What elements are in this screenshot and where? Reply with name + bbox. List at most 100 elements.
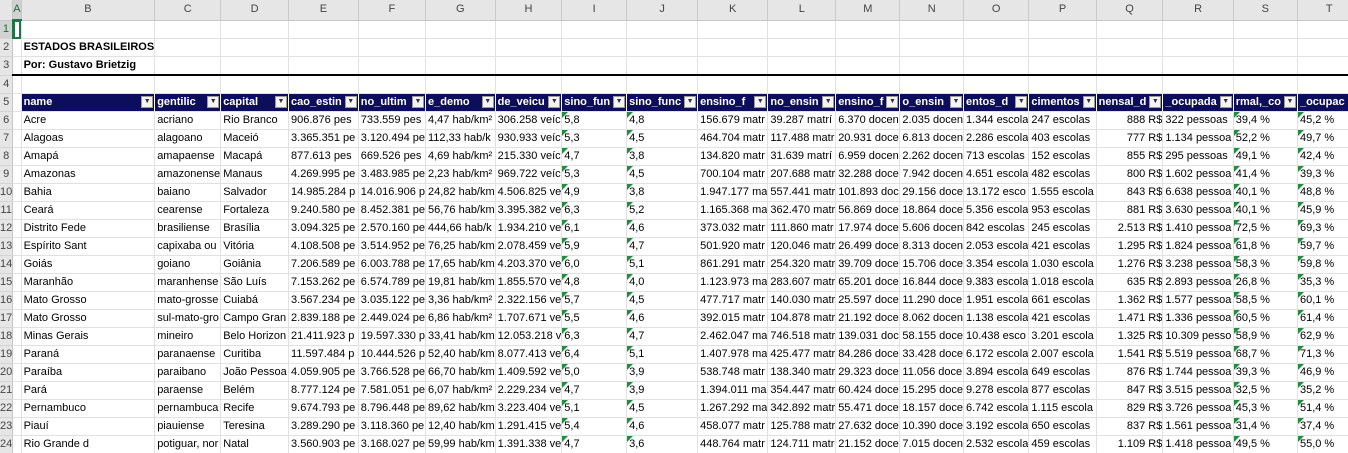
filter-dropdown-icon[interactable]: ▼ (949, 96, 962, 108)
table-cell[interactable]: Pará (21, 381, 156, 400)
table-cell[interactable]: 6.172 escola (963, 345, 1030, 364)
table-cell[interactable]: Vitória (220, 237, 290, 256)
table-cell[interactable]: 4,8 (561, 273, 628, 292)
table-cell[interactable]: 15.295 doce (899, 381, 964, 400)
table-cell[interactable]: 2.322.156 ve (495, 291, 563, 310)
cell[interactable] (12, 273, 22, 292)
table-cell[interactable]: 5.356 escola (963, 201, 1030, 220)
table-cell[interactable]: 5,5 (561, 309, 628, 328)
table-cell[interactable]: alagoano (154, 129, 222, 148)
table-cell[interactable]: Acre (21, 111, 156, 130)
cell[interactable] (963, 56, 1030, 76)
table-cell[interactable]: João Pessoa (220, 363, 290, 382)
table-cell[interactable]: 306.258 veíc (495, 111, 563, 130)
table-cell[interactable]: mineiro (154, 327, 222, 346)
table-cell[interactable]: 19.597.330 p (358, 327, 427, 346)
table-cell[interactable]: 5,1 (561, 399, 628, 418)
cell[interactable] (12, 93, 22, 112)
table-cell[interactable]: 6,07 hab/km² (425, 381, 496, 400)
table-cell[interactable]: 6,3 (561, 327, 628, 346)
table-cell[interactable]: 76,25 hab/km (425, 237, 496, 256)
table-cell[interactable]: Alagoas (21, 129, 156, 148)
table-cell[interactable]: 58,9 % (1233, 327, 1298, 346)
column-header-0[interactable]: name ▼ (21, 93, 156, 112)
table-cell[interactable]: 17,65 hab/km (425, 255, 496, 274)
table-cell[interactable]: 1.418 pessoa (1162, 435, 1234, 453)
column-header-7[interactable]: sino_fun ▼ (561, 93, 628, 112)
table-cell[interactable]: São Luís (220, 273, 290, 292)
table-cell[interactable]: 458.077 matr (697, 417, 769, 436)
cell[interactable] (697, 75, 769, 94)
table-cell[interactable]: 3.238 pessoa (1162, 255, 1234, 274)
table-cell[interactable]: 1.165.368 ma (697, 201, 769, 220)
table-cell[interactable]: 1.555 escola (1028, 183, 1097, 202)
table-cell[interactable]: 1.134 pessoa (1162, 129, 1234, 148)
table-cell[interactable]: 8.777.124 pe (288, 381, 359, 400)
column-header-G[interactable]: G (425, 0, 496, 21)
column-header-I[interactable]: I (561, 0, 628, 21)
row-header-9[interactable]: 9 (0, 165, 14, 184)
table-cell[interactable]: 1.471 R$ (1096, 309, 1164, 328)
column-header-18[interactable]: _ocupac▼ (1297, 93, 1348, 112)
table-cell[interactable]: 35,3 % (1297, 273, 1348, 292)
table-cell[interactable]: Rio Branco (220, 111, 290, 130)
table-cell[interactable]: baiano (154, 183, 222, 202)
cell[interactable] (495, 56, 563, 76)
column-header-O[interactable]: O (963, 0, 1030, 21)
table-cell[interactable]: 3.118.360 pe (358, 417, 427, 436)
table-cell[interactable]: 39,3 % (1297, 165, 1348, 184)
table-cell[interactable]: 3,36 hab/km² (425, 291, 496, 310)
cell[interactable] (1297, 56, 1348, 76)
table-cell[interactable]: 2.893 pessoa (1162, 273, 1234, 292)
table-cell[interactable]: 40,1 % (1233, 183, 1298, 202)
cell[interactable] (1096, 56, 1164, 76)
table-cell[interactable]: 69,3 % (1297, 219, 1348, 238)
table-cell[interactable]: 1.030 escola (1028, 255, 1097, 274)
table-cell[interactable]: 1.407.978 ma (697, 345, 769, 364)
table-cell[interactable]: 669.526 pes (358, 147, 427, 166)
table-cell[interactable]: 5,1 (626, 255, 699, 274)
table-cell[interactable]: 72,5 % (1233, 219, 1298, 238)
row-header-1[interactable]: 1 (0, 20, 14, 39)
table-cell[interactable]: 5,4 (561, 417, 628, 436)
table-cell[interactable]: 39,3 % (1233, 363, 1298, 382)
filter-dropdown-icon[interactable]: ▼ (481, 96, 494, 108)
column-header-9[interactable]: ensino_f ▼ (697, 93, 769, 112)
cell[interactable] (561, 20, 628, 39)
table-cell[interactable]: 1.267.292 ma (697, 399, 769, 418)
table-cell[interactable]: 1.934.210 ve (495, 219, 563, 238)
cell[interactable] (626, 56, 699, 76)
cell[interactable] (358, 38, 427, 57)
table-cell[interactable]: 6,4 (561, 345, 628, 364)
cell[interactable] (697, 20, 769, 39)
row-header-14[interactable]: 14 (0, 255, 14, 274)
table-cell[interactable]: 52,40 hab/km (425, 345, 496, 364)
table-cell[interactable]: 3.766.528 pe (358, 363, 427, 382)
table-cell[interactable]: 32,5 % (1233, 381, 1298, 400)
table-cell[interactable]: Natal (220, 435, 290, 453)
cell[interactable] (12, 219, 22, 238)
table-cell[interactable]: 877 escolas (1028, 381, 1097, 400)
cell[interactable] (220, 20, 290, 39)
table-cell[interactable]: 1.410 pessoa (1162, 219, 1234, 238)
column-header-4[interactable]: no_ultim ▼ (358, 93, 427, 112)
table-cell[interactable]: 3.192 escola (963, 417, 1030, 436)
cell[interactable] (1162, 75, 1234, 94)
table-cell[interactable]: 746.518 matr (767, 327, 837, 346)
table-cell[interactable]: 27.632 doce (835, 417, 901, 436)
row-header-22[interactable]: 22 (0, 399, 14, 418)
cell[interactable] (767, 20, 837, 39)
filter-dropdown-icon[interactable]: ▼ (207, 96, 220, 108)
table-cell[interactable]: 60.424 doce (835, 381, 901, 400)
column-header-17[interactable]: rmal,_co ▼ (1233, 93, 1298, 112)
table-cell[interactable]: 4,6 (626, 417, 699, 436)
cell[interactable] (963, 20, 1030, 39)
table-cell[interactable]: 3.120.494 pe (358, 129, 427, 148)
table-cell[interactable]: 448.764 matr (697, 435, 769, 453)
cell[interactable] (1233, 56, 1298, 76)
table-cell[interactable]: 1.291.415 ve (495, 417, 563, 436)
table-cell[interactable]: 104.878 matr (767, 309, 837, 328)
cell[interactable] (767, 56, 837, 76)
table-cell[interactable]: 4,7 (626, 237, 699, 256)
table-cell[interactable]: 2.513 R$ (1096, 219, 1164, 238)
